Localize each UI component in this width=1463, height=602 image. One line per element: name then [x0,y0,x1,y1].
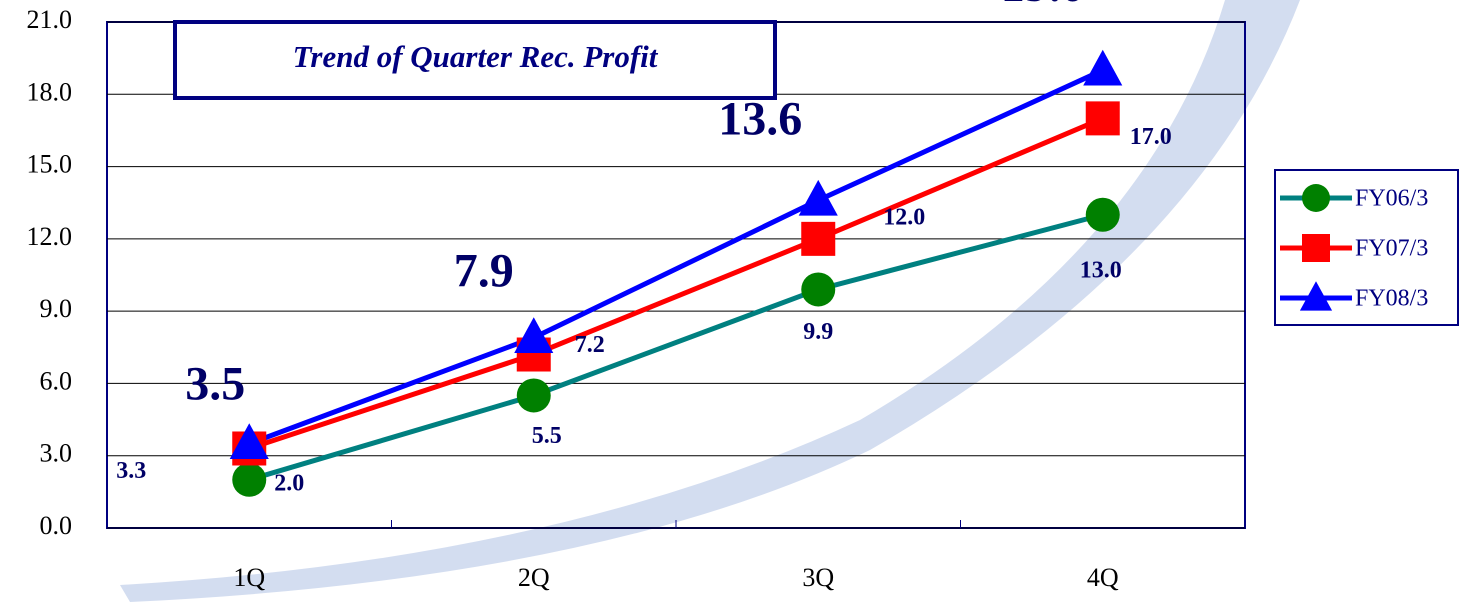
marker [514,317,553,353]
data-label: 12.0 [883,204,925,230]
marker [1302,234,1330,262]
marker [1086,101,1120,135]
data-label: 3.5 [185,358,245,411]
chart: Trend of Quarter Rec. Profit 0.0 3.0 6.0 9.… [0,0,1463,602]
series-line [249,118,1103,448]
data-label: 13.6 [718,92,802,145]
y-tick-label: 15.0 [27,150,73,179]
legend-label: FY07/3 [1355,236,1428,262]
legend-label: FY08/3 [1355,286,1428,312]
data-label: 2.0 [274,470,304,496]
legend-label: FY06/3 [1355,186,1428,212]
y-tick-label: 6.0 [40,366,73,395]
data-label: 3.3 [116,458,146,484]
marker [801,222,835,256]
x-tick-label: 3Q [802,563,834,592]
marker [801,272,835,306]
marker [799,180,838,216]
y-tick-label: 21.0 [27,5,73,34]
y-tick-label: 12.0 [27,222,73,251]
data-label: 17.0 [1130,124,1172,150]
marker [232,463,266,497]
y-tick-label: 0.0 [40,511,73,540]
data-label: 7.9 [454,245,514,298]
series-line [249,70,1103,443]
y-tick-label: 3.0 [40,439,73,468]
chart-title: Trend of Quarter Rec. Profit [293,39,659,74]
y-tick-label: 9.0 [40,294,73,323]
marker [517,378,551,412]
x-tick-label: 4Q [1087,563,1119,592]
y-tick-label: 18.0 [27,77,73,106]
x-tick-label: 2Q [518,563,550,592]
data-label: 19.0 [1001,0,1085,12]
marker [1086,198,1120,232]
data-label: 5.5 [532,423,562,449]
marker [1083,50,1122,86]
data-label: 7.2 [575,332,605,358]
data-label: 13.0 [1080,257,1122,283]
x-tick-label: 1Q [233,563,265,592]
marker [1302,184,1330,212]
data-label: 9.9 [803,319,833,345]
